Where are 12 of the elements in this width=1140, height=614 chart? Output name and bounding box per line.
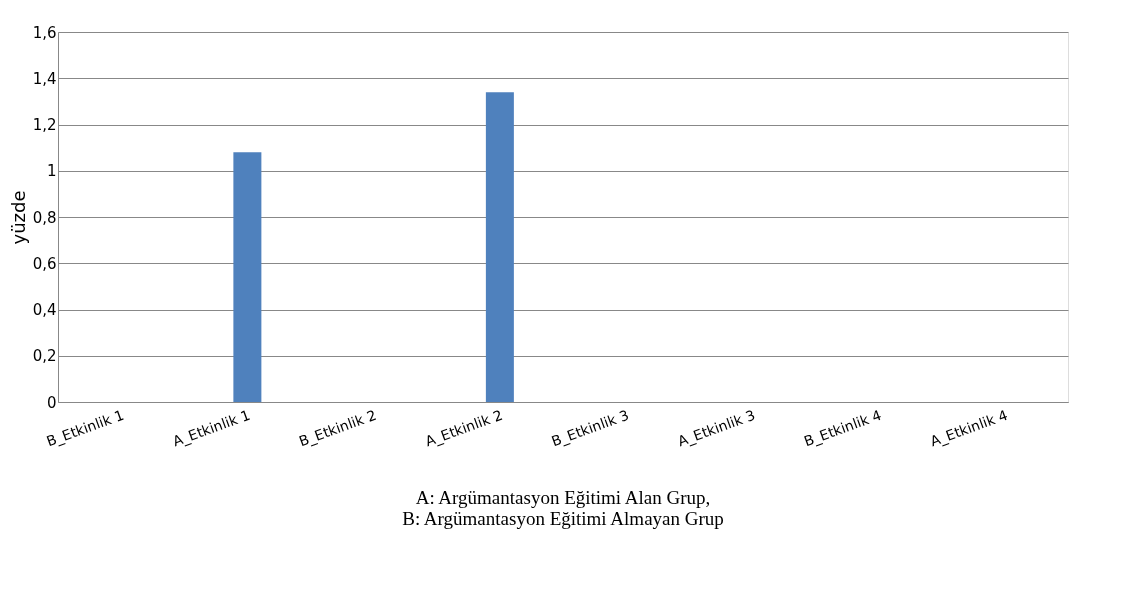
y-tick-label: 1 <box>46 162 57 181</box>
y-tick-label: 1,4 <box>32 69 57 88</box>
y-tick-label: 0,2 <box>32 347 57 366</box>
y-tick-label: 1,2 <box>32 116 57 134</box>
y-tick-label: 1,6 <box>32 23 57 42</box>
text: A: Argümantasyon Eğitimi Alan Grup, <box>415 486 711 508</box>
y-tick-label: 0,8 <box>32 208 57 227</box>
y-tick-label: 0,4 <box>32 301 57 319</box>
y-tick-label: 0,6 <box>32 254 57 273</box>
y-axis-title: yüzde <box>7 190 29 245</box>
text: B: Argümantasyon Eğitimi Almayan Grup <box>402 507 724 529</box>
y-tick-label: 0 <box>46 393 57 412</box>
